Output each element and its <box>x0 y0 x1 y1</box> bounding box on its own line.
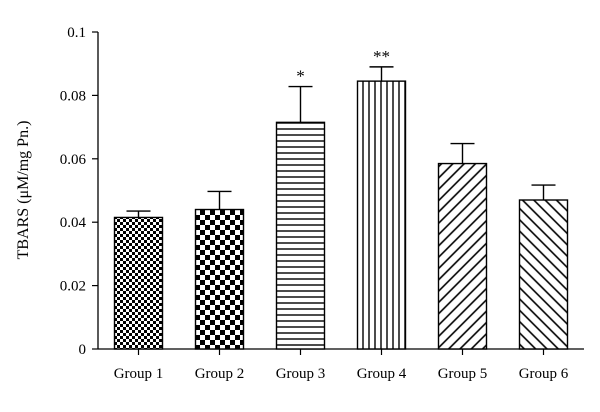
x-tick-label: Group 2 <box>195 366 245 382</box>
bar <box>275 121 326 350</box>
x-tick-label: Group 4 <box>357 366 407 382</box>
significance-marker: ** <box>373 47 390 66</box>
y-tick-label: 0.08 <box>60 88 86 104</box>
y-axis-title: TBARS (μM/mg Pn.) <box>15 121 32 260</box>
x-tick-label: Group 6 <box>519 366 569 382</box>
bar <box>356 80 407 350</box>
y-tick-label: 0.1 <box>67 25 86 41</box>
y-tick-label: 0 <box>79 342 87 358</box>
y-tick-label: 0.04 <box>60 215 87 231</box>
x-tick-label: Group 1 <box>114 366 164 382</box>
bar <box>113 216 164 350</box>
bar <box>194 208 245 350</box>
x-tick-label: Group 5 <box>438 366 488 382</box>
plot-area: 0 0.02 0.04 0.06 0.08 0.1 Group 1 Group 2 Group … <box>60 25 584 382</box>
y-tick-label: 0.06 <box>60 152 87 168</box>
bar <box>518 199 569 350</box>
bar <box>437 162 488 350</box>
y-tick-label: 0.02 <box>60 279 86 295</box>
significance-marker: * <box>296 67 305 86</box>
x-tick-label: Group 3 <box>276 366 326 382</box>
